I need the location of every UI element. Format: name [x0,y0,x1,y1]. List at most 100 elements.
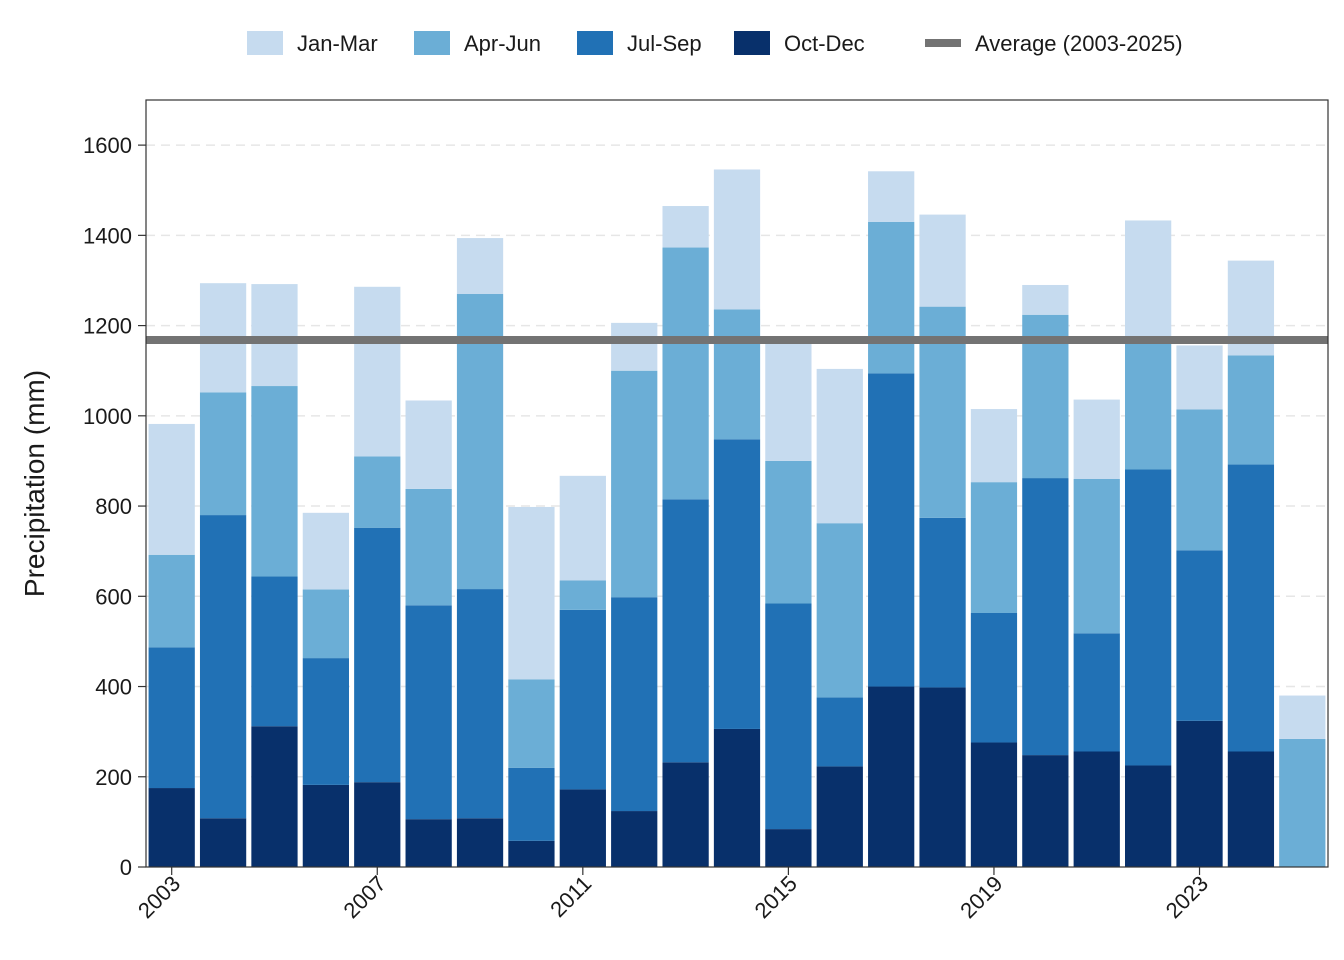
bar-2019-jan-mar [970,409,1018,483]
legend-swatch-jul-sep [577,31,613,55]
bar-2010-jul-sep [508,767,555,841]
bar-2009-jul-sep [456,589,504,819]
bar-2024-apr-jun [1227,355,1275,465]
x-tick-label-2023: 2023 [1161,871,1213,923]
bar-2017-jul-sep [868,373,915,687]
bar-2017-jan-mar [868,171,915,222]
legend-label-jan-mar: Jan-Mar [297,31,378,56]
bar-2022-oct-dec [1125,765,1172,867]
bar-2023-jan-mar [1176,345,1223,410]
bar-2016-oct-dec [816,766,863,867]
legend-label-average: Average (2003-2025) [975,31,1183,56]
bar-2023-apr-jun [1176,409,1223,551]
y-tick-label-0: 0 [120,855,132,880]
bar-2006-oct-dec [302,784,349,867]
y-tick-label-800: 800 [95,494,132,519]
bar-2019-jul-sep [970,612,1018,743]
x-tick-label-2007: 2007 [339,871,391,923]
y-tick-label-600: 600 [95,584,132,609]
bar-2011-oct-dec [559,789,606,867]
bar-2017-oct-dec [868,686,915,867]
bar-2004-oct-dec [199,818,247,867]
bar-2013-oct-dec [662,762,709,867]
bar-2013-jul-sep [662,499,709,763]
bar-2021-jan-mar [1073,399,1120,479]
bar-2021-jul-sep [1073,633,1120,752]
bar-2015-jul-sep [765,603,812,830]
legend-label-apr-jun: Apr-Jun [464,31,541,56]
legend: Jan-Mar Apr-Jun Jul-Sep Oct-Dec Average (200… [247,31,1183,56]
bar-2005-oct-dec [251,726,298,867]
bar-2018-oct-dec [919,687,966,867]
bar-2015-oct-dec [765,829,812,867]
bar-2023-jul-sep [1176,550,1223,721]
x-axis: 2003 2007 2011 2015 2019 2023 [133,867,1213,923]
bar-2023-oct-dec [1176,720,1223,867]
bar-2025-apr-jun [1279,738,1326,867]
y-tick-label-1400: 1400 [83,223,132,248]
bar-2008-oct-dec [405,819,452,867]
bar-2009-jan-mar [456,238,504,295]
bar-2024-oct-dec [1227,751,1275,867]
bar-2019-apr-jun [970,482,1018,613]
bar-2007-apr-jun [354,456,401,528]
bar-2016-jul-sep [816,697,863,767]
bar-2010-apr-jun [508,679,555,768]
bar-2003-jul-sep [148,647,195,789]
y-tick-label-1600: 1600 [83,133,132,158]
bar-2008-jul-sep [405,605,452,820]
bar-2006-jan-mar [302,512,349,590]
y-tick-label-1000: 1000 [83,404,132,429]
bar-2012-apr-jun [611,370,658,598]
bar-2003-oct-dec [148,788,195,867]
bars [148,169,1326,867]
x-tick-label-2003: 2003 [133,871,185,923]
bar-2005-apr-jun [251,386,298,577]
bar-2022-jul-sep [1125,469,1172,766]
bar-2025-jan-mar [1279,695,1326,739]
x-tick-label-2019: 2019 [955,871,1007,923]
bar-2007-jan-mar [354,286,401,457]
y-axis: 0 200 400 600 800 1000 1200 1400 1600 [83,133,146,880]
bar-2019-oct-dec [970,742,1018,867]
bar-2007-jul-sep [354,527,401,783]
legend-label-oct-dec: Oct-Dec [784,31,865,56]
bar-2020-jan-mar [1022,284,1069,315]
bar-2014-apr-jun [713,309,761,440]
plot-panel-border [145,99,1329,868]
bar-2016-jan-mar [816,368,863,524]
legend-swatch-jan-mar [247,31,283,55]
bar-2016-apr-jun [816,523,863,698]
bar-2005-jul-sep [251,576,298,727]
y-tick-label-400: 400 [95,675,132,700]
bar-2010-jan-mar [508,506,555,680]
y-tick-label-200: 200 [95,765,132,790]
bar-2011-jan-mar [559,475,606,581]
bar-2008-apr-jun [405,488,452,606]
bar-2012-jan-mar [611,322,658,371]
x-tick-label-2011: 2011 [545,871,596,922]
bar-2014-jul-sep [713,439,761,729]
bar-2006-apr-jun [302,589,349,659]
bar-2014-jan-mar [713,169,761,310]
bar-2011-apr-jun [559,580,606,610]
bar-2020-jul-sep [1022,478,1069,756]
y-tick-label-1200: 1200 [83,314,132,339]
bar-2021-oct-dec [1073,751,1120,867]
bar-2009-oct-dec [456,818,504,867]
bar-2021-apr-jun [1073,478,1120,634]
x-tick-label-2015: 2015 [750,871,802,923]
bar-2012-jul-sep [611,597,658,812]
bar-2004-apr-jun [199,392,247,516]
bar-2011-jul-sep [559,609,606,790]
bar-2018-jan-mar [919,214,966,307]
bar-2007-oct-dec [354,782,401,867]
bar-2020-oct-dec [1022,755,1069,867]
bar-2014-oct-dec [713,728,761,867]
bar-2022-jan-mar [1125,220,1172,343]
legend-swatch-oct-dec [734,31,770,55]
bar-2003-jan-mar [148,423,195,555]
bar-2013-apr-jun [662,247,709,500]
legend-label-jul-sep: Jul-Sep [627,31,702,56]
